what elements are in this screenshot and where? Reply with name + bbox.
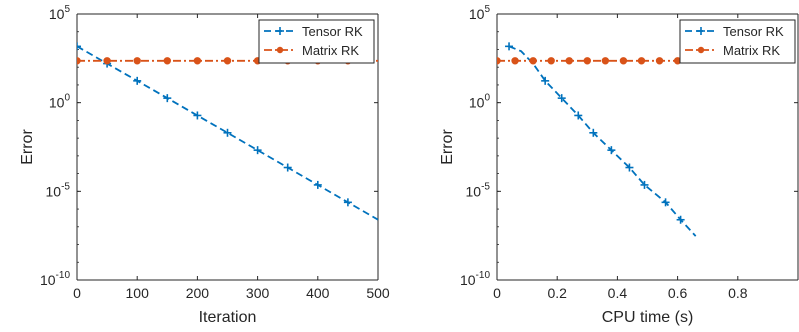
data-point-circle: [619, 57, 628, 65]
x-tick-label: 100: [126, 285, 150, 301]
data-point-plus: [625, 163, 634, 172]
legend-label: Tensor RK: [302, 24, 363, 39]
y-tick-label: 10-5: [466, 181, 491, 199]
data-point-circle: [529, 57, 537, 65]
legend-marker: [697, 46, 705, 54]
y-axis-label: Error: [19, 129, 36, 165]
legend: Tensor RK Matrix RK: [258, 19, 375, 64]
series-matrix-rk: [497, 57, 696, 65]
legend-label: Matrix RK: [723, 43, 780, 58]
series-line: [508, 45, 697, 237]
legend-box: [258, 19, 375, 64]
y-axis-label: Error: [439, 129, 456, 165]
data-point-plus: [676, 215, 685, 224]
data-point-plus: [574, 111, 583, 120]
data-point-plus: [505, 42, 514, 51]
x-tick-label: 0.4: [608, 285, 628, 301]
x-tick-label: 0.6: [668, 285, 688, 301]
legend-item-matrix-rk: Matrix RK: [685, 43, 780, 58]
x-tick-label: 300: [246, 285, 270, 301]
series-line: [77, 45, 378, 221]
legend-item-matrix-rk: Matrix RK: [264, 43, 359, 58]
data-point-plus: [640, 180, 649, 189]
data-point-circle: [163, 57, 172, 65]
data-point-circle: [497, 57, 501, 65]
y-tick-label: 100: [49, 93, 71, 111]
data-point-plus: [163, 94, 172, 103]
chart-panel-2: 0 0.2 0.4 0.6 0.8 10-10 10-5 100 105 CPU time (s)…: [439, 4, 799, 326]
data-point-plus: [557, 94, 566, 103]
x-axis-label: CPU time (s): [602, 309, 694, 326]
y-tick-label: 105: [49, 4, 71, 22]
legend-label: Matrix RK: [302, 43, 359, 58]
data-point-plus: [541, 76, 550, 85]
data-point-plus: [313, 180, 322, 189]
y-tick-label: 10-10: [40, 270, 70, 288]
data-point-plus: [607, 146, 616, 155]
data-point-circle: [193, 57, 202, 65]
x-tick-label: 0: [493, 285, 501, 301]
data-point-circle: [547, 57, 555, 65]
legend-item-tensor-rk: Tensor RK: [264, 24, 363, 39]
data-point-circle: [77, 57, 81, 65]
x-tick-label: 500: [366, 285, 390, 301]
data-point-plus: [253, 146, 262, 155]
data-point-plus: [283, 163, 292, 172]
data-point-plus: [589, 128, 598, 137]
chart-panel-1: 0 100 200 300 400 500 10-10 10-5 100 105 Iteration…: [19, 4, 390, 326]
series-tensor-rk: [77, 42, 378, 221]
legend-item-tensor-rk: Tensor RK: [685, 24, 784, 39]
data-point-circle: [583, 57, 591, 65]
legend: Tensor RK Matrix RK: [679, 19, 796, 64]
data-point-circle: [133, 57, 141, 65]
y-tick-label: 10-10: [460, 270, 490, 288]
x-tick-label: 400: [306, 285, 330, 301]
data-point-circle: [565, 57, 573, 65]
x-tick-label: 0: [73, 285, 81, 301]
x-tick-label: 200: [186, 285, 210, 301]
data-point-circle: [655, 57, 664, 65]
y-tick-label: 10-5: [46, 181, 71, 199]
y-tick-label: 105: [469, 4, 491, 22]
data-point-plus: [133, 76, 142, 85]
legend-label: Tensor RK: [723, 24, 784, 39]
x-axis-label: Iteration: [199, 309, 257, 326]
data-point-plus: [223, 128, 232, 137]
legend-marker: [276, 46, 284, 54]
x-tick-label: 0.2: [547, 285, 567, 301]
legend-box: [679, 19, 796, 64]
y-tick-label: 100: [469, 93, 491, 111]
data-point-plus: [77, 42, 81, 51]
x-tick-label: 0.8: [728, 285, 748, 301]
data-point-circle: [511, 57, 519, 65]
data-point-circle: [637, 57, 646, 65]
series-tensor-rk: [505, 42, 697, 237]
data-point-plus: [343, 198, 352, 207]
data-point-circle: [601, 57, 610, 65]
data-point-plus: [193, 111, 202, 120]
data-point-plus: [661, 198, 670, 207]
data-point-circle: [223, 57, 232, 65]
data-point-circle: [103, 57, 111, 65]
